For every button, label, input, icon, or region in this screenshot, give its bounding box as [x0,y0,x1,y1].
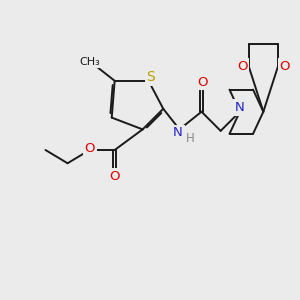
Text: O: O [84,142,95,155]
Text: S: S [146,70,155,84]
Text: H: H [186,132,195,145]
Text: N: N [235,101,245,114]
Text: N: N [173,126,183,140]
Text: O: O [237,60,247,73]
Text: O: O [110,170,120,183]
Text: O: O [279,60,290,73]
Text: O: O [197,76,207,89]
Text: CH₃: CH₃ [79,57,100,67]
